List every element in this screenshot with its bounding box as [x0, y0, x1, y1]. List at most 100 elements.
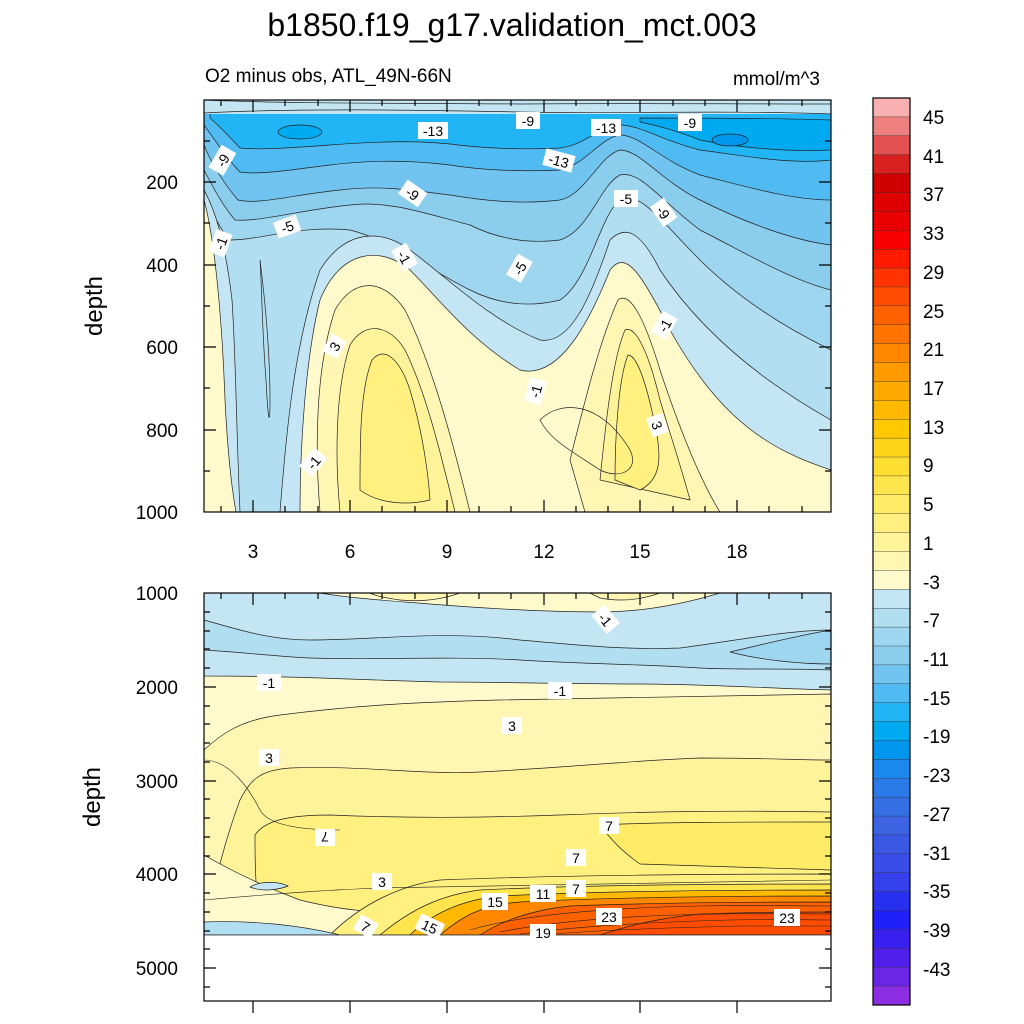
colorbar-label: 21: [923, 340, 944, 361]
y-tick-label: 1000: [136, 503, 178, 524]
y-tick-label: 400: [146, 256, 178, 277]
top-fill-neg17b: [711, 133, 749, 147]
colorbar-label: -19: [923, 727, 950, 748]
y-tick-label: 3000: [136, 772, 178, 793]
y-tick-label: 800: [146, 421, 178, 442]
x-tick-label: 6: [345, 542, 356, 563]
top-axes: [203, 99, 832, 513]
svg-text:11: 11: [536, 886, 551, 902]
colorbar-swatch: [872, 967, 911, 987]
y-tick-label: 200: [146, 173, 178, 194]
svg-text:7: 7: [572, 881, 580, 897]
x-tick-label: 3: [248, 542, 259, 563]
svg-text:23: 23: [779, 910, 795, 926]
colorbar-label: 37: [923, 185, 944, 206]
top-contour-label: -9: [208, 144, 237, 176]
top-contour-label: -9: [649, 197, 678, 227]
top-contour-label: -1: [651, 310, 678, 340]
colorbar-label: -15: [923, 689, 950, 710]
bottom-contour-label: 3: [372, 873, 392, 890]
colorbar-swatch: [872, 343, 911, 364]
svg-text:7: 7: [572, 850, 580, 866]
bottom-y-tick-labels: 1000 2000 3000 4000 5000: [136, 584, 178, 980]
top-contour-label: -1: [391, 242, 418, 272]
svg-text:19: 19: [535, 925, 551, 941]
colorbar-swatch: [872, 305, 911, 326]
colorbar-label: -11: [923, 650, 949, 671]
top-contour-label: -1: [524, 377, 547, 405]
bottom-axes: [203, 592, 832, 1013]
top-contour-label: 3: [646, 412, 669, 438]
colorbar-swatch: [872, 664, 911, 685]
colorbar-swatch: [872, 778, 911, 798]
top-contour-label: -1: [299, 447, 328, 477]
colorbar-label: 33: [923, 224, 944, 245]
x-tick-label: 9: [442, 542, 453, 563]
colorbar-label: 13: [923, 418, 944, 439]
colorbar-swatch: [872, 211, 911, 231]
colorbar-swatch: [872, 513, 911, 534]
top-contour-label: -5: [614, 190, 638, 207]
bottom-contour-line-4: [499, 913, 831, 933]
bottom-fill-pos9: [599, 821, 831, 871]
svg-text:-5: -5: [620, 191, 633, 207]
colorbar-swatch: [872, 324, 911, 345]
bottom-contour-line-2: [204, 759, 341, 831]
top-contour-label: -13: [591, 119, 621, 136]
colorbar-swatch: [872, 796, 911, 817]
svg-text:3: 3: [508, 718, 516, 734]
colorbar-label: -39: [923, 921, 950, 942]
svg-text:3: 3: [378, 874, 386, 890]
colorbar-swatch: [872, 116, 911, 137]
svg-text:-1: -1: [211, 235, 230, 252]
bottom-contour-line-3: [469, 905, 831, 931]
bottom-no-data-mask: [204, 935, 831, 1001]
top-y-tick-labels: 200 400 600 800 1000: [136, 173, 178, 524]
colorbar: [872, 97, 911, 1006]
x-tick-label: 12: [533, 542, 554, 563]
colorbar-frame: [872, 97, 911, 1006]
colorbar-swatch: [872, 419, 911, 439]
colorbar-label: -7: [923, 611, 940, 632]
colorbar-swatch: [872, 192, 911, 212]
bottom-contour-label: 23: [596, 908, 622, 925]
colorbar-swatch: [872, 154, 911, 175]
top-contour-line-1: [259, 259, 271, 418]
colorbar-label: 9: [923, 456, 934, 477]
colorbar-swatch: [872, 740, 911, 760]
colorbar-swatch: [872, 456, 911, 477]
bottom-fill-pos25: [599, 911, 831, 936]
svg-text:-1: -1: [554, 683, 567, 699]
svg-text:-1: -1: [263, 675, 276, 691]
bottom-contour-label: 15: [414, 913, 446, 940]
x-tick-labels: 3 6 9 12 15 18: [248, 542, 748, 563]
colorbar-swatch: [872, 570, 911, 590]
colorbar-swatch: [872, 683, 911, 704]
colorbar-swatch: [872, 721, 911, 741]
bottom-fill-neg-blob: [249, 882, 289, 891]
colorbar-swatch: [872, 532, 911, 552]
colorbar-label: -43: [923, 960, 950, 981]
top-contour-labels: -13 -9 -13 -9 -9 -13 -9 -5 -9 -5 -1 -1 -…: [208, 112, 702, 477]
top-y-axis-label: depth: [81, 276, 108, 336]
svg-text:7: 7: [321, 829, 329, 845]
colorbar-swatch: [872, 891, 911, 912]
svg-text:-9: -9: [684, 115, 697, 131]
colorbar-label: 29: [923, 263, 944, 284]
colorbar-swatch: [872, 267, 911, 288]
top-panel-plot: [204, 100, 831, 512]
colorbar-label: -23: [923, 766, 950, 787]
colorbar-swatch: [872, 494, 911, 515]
colorbar-swatch: [872, 834, 911, 855]
bottom-panel-plot: [204, 593, 831, 1001]
colorbar-label: 1: [923, 534, 934, 555]
colorbar-swatch: [872, 135, 911, 156]
colorbar-swatch: [872, 910, 911, 930]
bottom-fill-neg3: [204, 619, 831, 671]
y-tick-label: 600: [146, 338, 178, 359]
bottom-contour-line-6: [539, 925, 831, 936]
top-contour-label: -5: [506, 253, 533, 283]
top-fill-pos7: [359, 353, 660, 504]
subtitle-units: mmol/m^3: [733, 69, 820, 90]
